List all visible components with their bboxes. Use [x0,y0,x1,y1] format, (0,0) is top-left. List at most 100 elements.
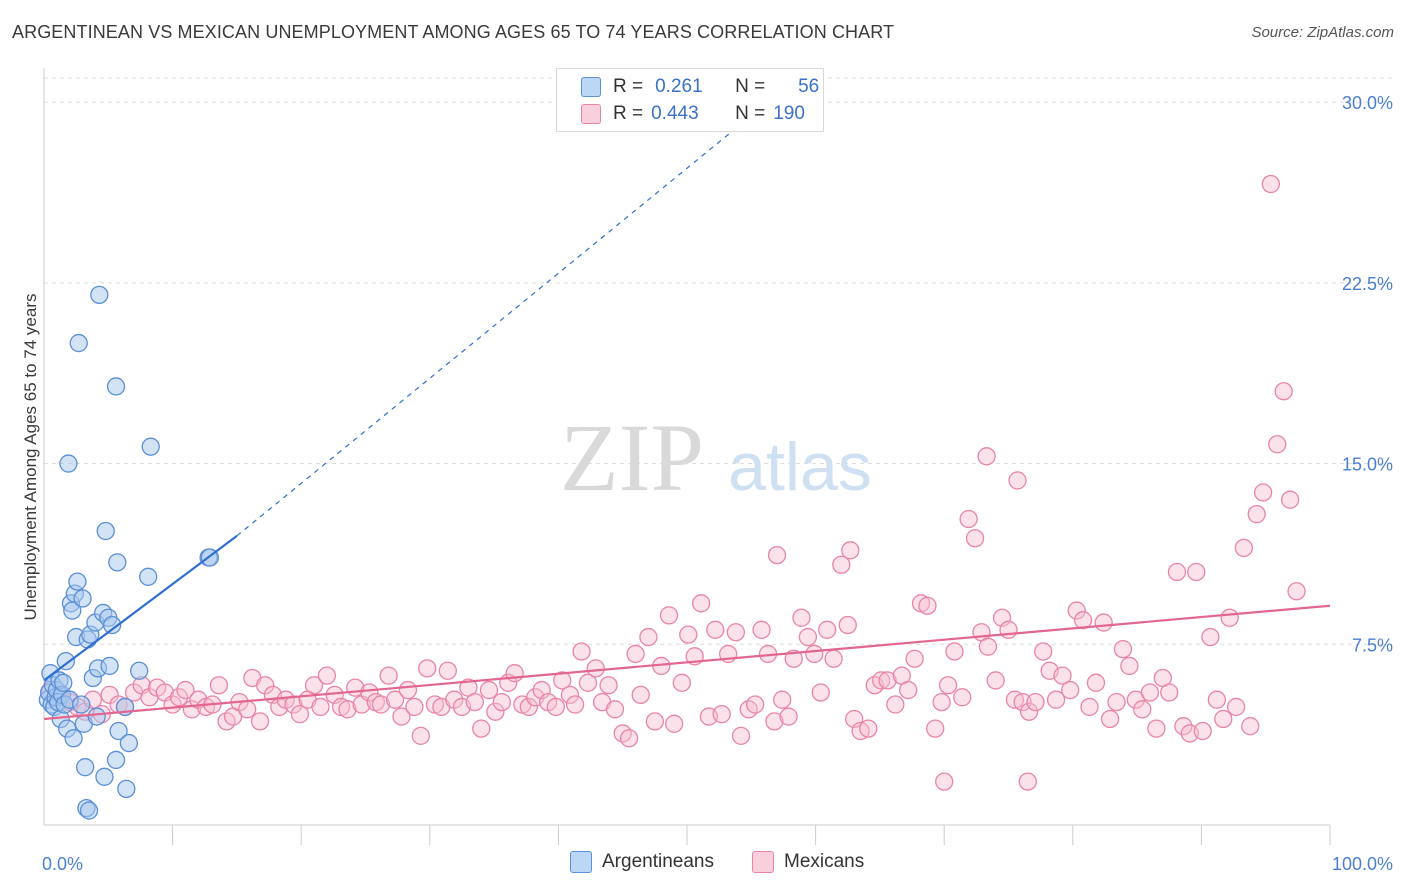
y-tick-label: 22.5% [1342,274,1393,294]
mexicans-point [767,545,787,565]
trend-lines [43,125,1331,721]
mexicans-point [465,692,484,712]
mexicans-point [965,529,985,548]
mexicans-point [905,649,924,668]
mexicans-point [859,719,878,738]
mexicans-point [392,707,411,726]
mexicans-point [818,620,837,639]
argentineans-point [56,651,76,671]
mexicans-point [945,642,964,661]
mexicans-point [1080,697,1099,717]
mexicans-point [1261,174,1280,194]
mexicans-point [953,688,972,707]
mexicans-point [578,673,598,692]
mexicans-point [565,695,585,714]
mexicans-point [746,695,765,714]
mexicans-point [1247,505,1266,524]
mexicans-point [1140,683,1160,702]
mexicans-point [1067,601,1086,620]
mexicans-point [838,615,857,635]
y-tick-label: 15.0% [1342,455,1393,475]
mexicans-point [176,680,195,700]
mexicans-point [371,695,391,714]
mexicans-point [1280,490,1300,509]
mexicans-point [553,671,572,690]
argentineans-point [106,377,126,396]
argentineans-point [100,656,119,676]
argentineans-point [119,733,139,753]
mexicans-point [486,702,505,721]
mexicans-point [586,659,605,678]
mexicans-point [935,772,954,791]
legend-label-mexicans: Mexicans [784,851,865,872]
mexicans-point [639,627,658,647]
argentineans-point [95,767,114,786]
watermark-zip: ZIP [560,404,704,511]
n-label: N = [735,103,766,124]
mexicans-point [959,509,978,529]
mexicans-point [1086,673,1106,692]
mexicans-point [560,685,580,705]
legend-item-argentineans: Argentineans [570,851,714,873]
mexicans-point [626,644,645,664]
mexicans-point [1046,690,1066,709]
mexicans-point [784,649,803,668]
mexicans-point [1268,435,1287,454]
mexicans-point [752,620,771,639]
argentineans-trend-extension [236,125,739,537]
legend-item-mexicans: Mexicans [752,851,864,873]
mexicans-point [1061,680,1080,700]
mexicans-point [445,690,464,709]
argentineans-point [64,729,83,748]
mexicans-point [1113,639,1133,659]
mexicans-point [886,695,905,714]
argentineans-points [38,285,220,820]
argentineans-point [73,589,92,608]
mexicans-point [209,676,229,695]
mexicans-point [691,594,711,613]
mexicans-point [1226,697,1246,717]
source-label: Source: ZipAtlas.com [1251,24,1394,41]
mexicans-point [256,676,275,695]
y-tick-label: 7.5% [1352,635,1393,655]
mexicans-point [599,676,618,695]
argentineans-point [96,521,115,541]
mexicans-point [679,625,698,644]
r-label: R = [613,103,644,124]
gridlines [44,77,1392,645]
mexicans-point [1167,562,1187,582]
argentineans-point [109,721,128,741]
mexicans-point [918,596,937,615]
n-label: N = [735,76,766,97]
mexicans-point [438,661,457,680]
mexicans-point [1053,666,1072,685]
mexicans-point [932,692,951,712]
mexicans-point [798,627,818,647]
mexicans-point [726,623,746,642]
argentineans-point [139,567,158,586]
argentineans-point [108,553,127,572]
mexicans-point [360,683,379,702]
mexicans-point [938,676,958,695]
mexicans-point [1241,717,1260,736]
mexicans-point [605,700,625,719]
mexicans-point [977,447,996,466]
mexicans-point [712,705,731,724]
series-legend: Argentineans Mexicans [0,851,1406,879]
mexicans-point [1201,627,1220,647]
mexicans-point [1234,538,1253,558]
mexicans-point [1187,562,1206,582]
r-label: R = [613,76,644,97]
mexicans-point [1008,471,1027,490]
y-tick-label: 30.0% [1342,93,1393,113]
mexicans-point [706,620,725,639]
mexicans-swatch [752,851,774,873]
argentineans-point [130,661,149,680]
y-axis-title: Unemployment Among Ages 65 to 74 years [21,294,40,621]
argentineans-swatch [581,77,601,97]
argentineans-point [103,615,122,635]
argentineans-point [90,285,109,305]
mexicans-point [631,685,650,705]
mexicans-point [832,555,851,574]
